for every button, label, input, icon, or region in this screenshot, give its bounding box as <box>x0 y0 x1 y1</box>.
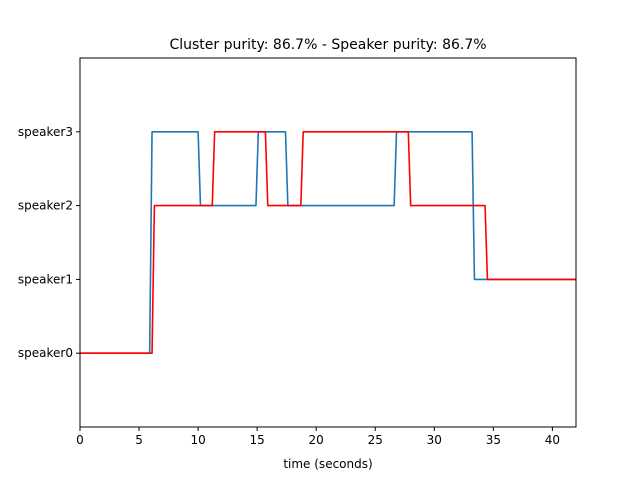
y-tick-label: speaker3 <box>18 125 73 139</box>
x-tick-label: 15 <box>250 433 265 447</box>
x-tick-label: 0 <box>76 433 84 447</box>
plot-area: 0 5 10 15 20 25 30 35 40 speaker0 speaker1 speaker2… <box>18 57 577 447</box>
x-tick-label: 25 <box>368 433 383 447</box>
y-tick-label: speaker0 <box>18 346 73 360</box>
series-line-0 <box>80 131 576 355</box>
x-tick-label: 20 <box>309 433 324 447</box>
x-tick-label: 5 <box>135 433 143 447</box>
y-tick-label: speaker1 <box>18 272 73 286</box>
x-tick-label: 10 <box>190 433 205 447</box>
axes-frame <box>79 57 577 428</box>
chart-title: Cluster purity: 86.7% - Speaker purity: … <box>169 37 486 53</box>
x-tick-label: 40 <box>545 433 560 447</box>
series-line-1 <box>80 131 576 355</box>
x-tick-label: 35 <box>486 433 501 447</box>
x-tick-label: 30 <box>427 433 442 447</box>
ticks-layer: 0 5 10 15 20 25 30 35 40 speaker0 speaker1 speaker2… <box>18 125 560 447</box>
series-layer <box>80 131 576 355</box>
x-axis-label: time (seconds) <box>283 457 372 471</box>
y-tick-label: speaker2 <box>18 199 73 213</box>
